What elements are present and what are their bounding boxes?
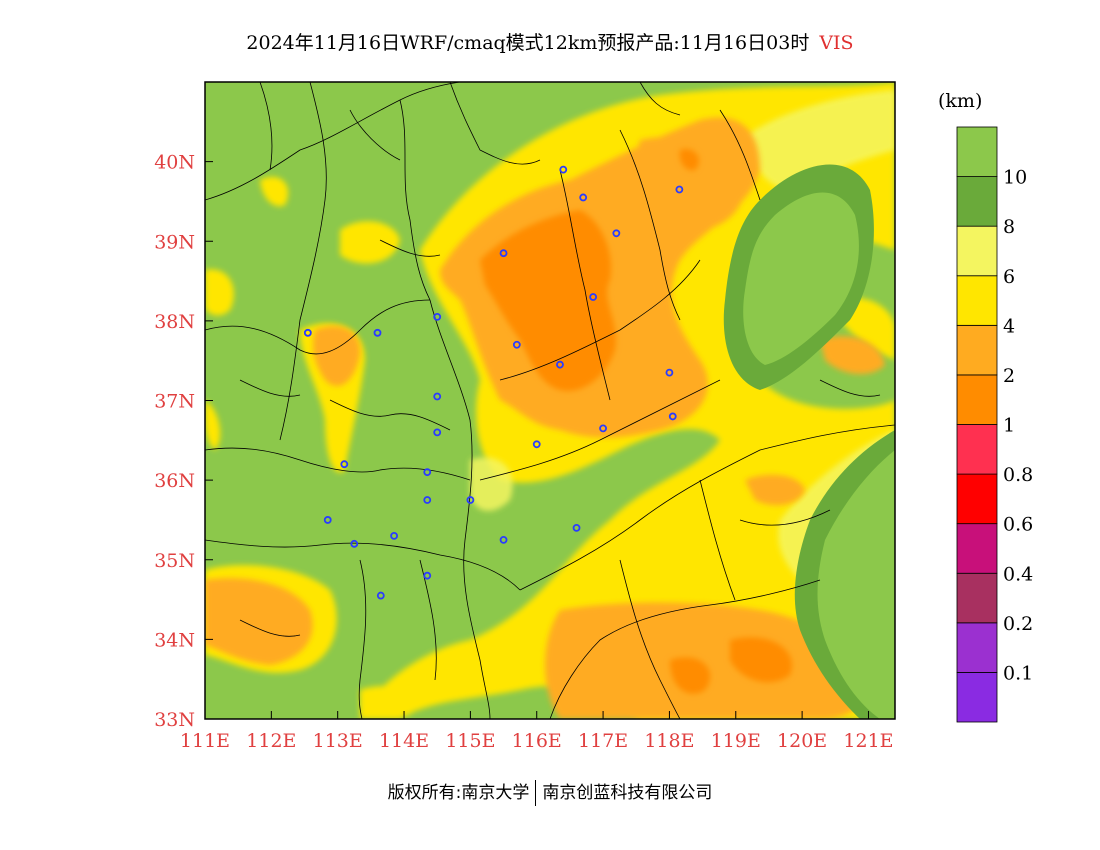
station-marker [589, 293, 598, 301]
colorbar-segment [956, 324, 998, 376]
colorbar-unit: (km) [938, 90, 983, 112]
colorbar-label: 2 [1003, 365, 1015, 387]
title-variable: VIS [819, 32, 854, 54]
station-marker [423, 496, 432, 504]
station-marker [350, 539, 359, 548]
visibility-field [205, 82, 895, 719]
lat-label: 33N [154, 709, 195, 731]
station-marker [612, 229, 621, 238]
map-axes: 33N 34N 35N 36N 37N 38N 39N 40N 111E 112E 113E 114E… [154, 152, 893, 752]
title-main: 2024年11月16日WRF/cmaq模式12km预报产品:11月16日03时 [246, 32, 810, 54]
station-marker [599, 424, 607, 433]
colorbar-segment [956, 176, 998, 227]
station-marker [466, 496, 475, 504]
lat-label: 34N [154, 629, 195, 651]
station-marker [512, 340, 521, 349]
lat-label: 35N [154, 550, 195, 572]
lon-label: 113E [313, 730, 363, 752]
station-marker [532, 440, 541, 449]
colorbar-label: 0.1 [1003, 662, 1033, 684]
footer-right: 南京创蓝科技有限公司 [542, 783, 713, 803]
colorbar-label: 10 [1003, 167, 1027, 189]
map-title: 2024年11月16日WRF/cmaq模式12km预报产品:11月16日03时 V… [0, 28, 1100, 55]
station-marker [579, 193, 588, 202]
station-marker [323, 516, 332, 524]
colorbar-segment [956, 374, 998, 425]
station-marker [499, 535, 508, 544]
lon-label: 111E [180, 730, 230, 752]
colorbar-label: 0.2 [1003, 613, 1033, 635]
lon-label: 115E [445, 730, 495, 752]
station-marker [572, 524, 581, 532]
lat-label: 36N [154, 470, 195, 492]
colorbar-label: 0.4 [1003, 563, 1033, 585]
contour-1-2km [480, 149, 792, 694]
lat-label: 37N [154, 391, 195, 413]
lon-label: 117E [578, 730, 628, 752]
station-markers [303, 165, 684, 600]
colorbar-label: 8 [1003, 216, 1015, 238]
lat-label: 38N [154, 311, 195, 333]
colorbar-label: 0.6 [1003, 514, 1033, 536]
station-marker [556, 360, 564, 369]
footer-left: 版权所有:南京大学 [387, 783, 530, 803]
station-marker [499, 249, 508, 258]
colorbar-segment [956, 473, 998, 525]
lat-label: 39N [154, 231, 195, 253]
station-marker [433, 312, 442, 321]
footer-copyright: 版权所有:南京大学 南京创蓝科技有限公司 [0, 778, 1100, 806]
colorbar-label: 4 [1003, 315, 1015, 337]
colorbar-segment [956, 672, 998, 723]
station-marker [303, 328, 312, 337]
admin-boundaries [205, 82, 895, 719]
lon-label: 116E [512, 730, 562, 752]
lon-label: 112E [246, 730, 296, 752]
lon-label: 121E [843, 730, 893, 752]
station-marker [668, 412, 677, 421]
colorbar-label: 0.8 [1003, 464, 1033, 486]
station-marker [665, 368, 674, 377]
colorbar-segment [956, 424, 998, 475]
yellow-sea [794, 430, 895, 719]
station-marker [373, 328, 382, 337]
station-marker [423, 468, 432, 477]
colorbar-segment [956, 126, 998, 177]
station-marker [340, 460, 349, 469]
colorbar-label: 1 [1003, 415, 1015, 437]
colorbar-label: 6 [1003, 266, 1015, 288]
station-marker [376, 591, 385, 600]
station-marker [423, 571, 432, 580]
colorbar-segment [956, 572, 998, 624]
station-marker [675, 185, 684, 194]
colorbar: 0.1 0.2 0.4 0.6 0.8 1 2 4 6 8 10 [956, 126, 1033, 723]
lat-label: 40N [154, 152, 195, 174]
station-marker [390, 531, 398, 540]
colorbar-segment [956, 523, 998, 574]
colorbar-segment [956, 622, 998, 673]
colorbar-segment [956, 225, 998, 277]
lon-label: 119E [711, 730, 761, 752]
station-marker [559, 165, 568, 174]
lon-label: 118E [644, 730, 694, 752]
bohai-sea [723, 164, 874, 390]
station-marker [433, 428, 442, 437]
colorbar-segment [956, 275, 998, 326]
lon-label: 114E [379, 730, 429, 752]
lon-label: 120E [777, 730, 827, 752]
footer-separator [535, 780, 537, 806]
station-marker [433, 392, 442, 401]
